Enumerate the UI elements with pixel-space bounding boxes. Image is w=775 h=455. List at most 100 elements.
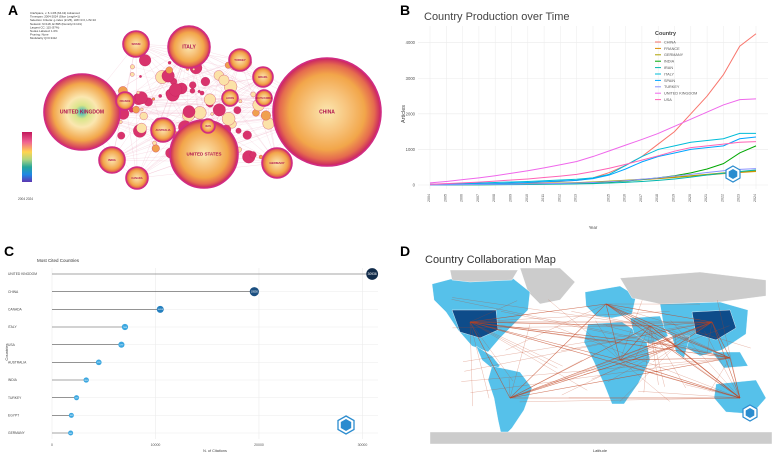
panel-b-legend-label: USA bbox=[664, 98, 672, 102]
panel-b-legend-label: GERMANY bbox=[664, 53, 684, 57]
panel-b-xtick-label: 2015 bbox=[606, 194, 610, 202]
collaboration-link bbox=[603, 321, 713, 325]
network-small-node bbox=[218, 74, 230, 86]
collaboration-link bbox=[638, 390, 741, 399]
panel-c-axes: UNITED KINGDOM CHINA CANADA ITALY USA AUSTRAL… bbox=[8, 272, 367, 447]
map-region-europe bbox=[584, 285, 637, 319]
panel-c-category-label: CHINA bbox=[8, 290, 19, 294]
panel-b-axes: 0 1000 2000 3000 4000 2004 2005 2006 2007 2008 200… bbox=[406, 40, 757, 202]
network-node-label: FRANCE bbox=[120, 99, 131, 103]
panel-b-legend-label: UNITED KINGDOM bbox=[664, 92, 697, 96]
collaboration-link bbox=[706, 321, 713, 353]
network-node-spain bbox=[122, 30, 150, 58]
panel-c-xtick-label: 30000 bbox=[358, 443, 368, 447]
collaboration-link bbox=[509, 303, 607, 399]
panel-b-series-turkey bbox=[429, 168, 757, 186]
collaboration-link bbox=[652, 321, 713, 362]
panel-b-xtick-label: 2004 bbox=[427, 194, 431, 202]
collaboration-link bbox=[509, 324, 531, 399]
collaboration-link bbox=[461, 357, 731, 382]
network-node-united-kingdom bbox=[43, 73, 121, 151]
panel-d-letter: D bbox=[400, 243, 411, 259]
panel-c-point bbox=[73, 395, 80, 401]
network-small-node bbox=[192, 67, 196, 71]
network-header-line: Selection Criteria: g-index (k=25), LRF=… bbox=[30, 18, 96, 22]
collaboration-link bbox=[605, 303, 677, 347]
panel-c-logo-icon bbox=[337, 415, 355, 435]
network-small-node bbox=[117, 131, 126, 140]
network-small-node bbox=[132, 105, 140, 114]
map-region-china bbox=[691, 309, 737, 341]
network-small-node bbox=[249, 151, 257, 159]
panel-b-xtick-label: 2021 bbox=[704, 194, 708, 202]
panel-b-xtick-label: 2023 bbox=[737, 194, 741, 202]
panel-c-category-label: EGYPT bbox=[8, 414, 19, 418]
panel-b-xlabel: Year bbox=[589, 225, 598, 230]
collaboration-link bbox=[654, 326, 677, 347]
time-legend-label: 2004 2024 bbox=[18, 197, 33, 201]
country-network-panel: CiteSpace, v. 6.1.R6 (64-bit) AdvancedTi… bbox=[18, 11, 382, 201]
panel-c-point bbox=[68, 412, 74, 418]
panel-b-xtick-label: 2012 bbox=[557, 194, 561, 202]
panel-c-category-label: GERMANY bbox=[8, 431, 25, 435]
panel-b-ytick-label: 1000 bbox=[406, 147, 416, 152]
panel-b-legend-label: FRANCE bbox=[664, 47, 680, 51]
network-header-line: Pruning: None bbox=[30, 33, 49, 37]
network-node-label: TURKEY bbox=[234, 58, 246, 62]
collaboration-link bbox=[509, 357, 731, 399]
panel-b-xtick-label: 2024 bbox=[753, 194, 757, 202]
network-small-node bbox=[238, 99, 243, 104]
network-small-node bbox=[189, 81, 197, 89]
panel-c-point bbox=[95, 359, 102, 366]
panel-c-title: Most Cited Countries bbox=[37, 258, 80, 263]
collaboration-link bbox=[649, 325, 741, 399]
network-small-node bbox=[167, 61, 172, 65]
panel-b-legend-label: INDIA bbox=[664, 60, 675, 64]
network-small-node bbox=[193, 106, 207, 120]
collaboration-link bbox=[670, 320, 741, 399]
network-node-label: GERMANY bbox=[269, 161, 284, 165]
collaboration-link bbox=[619, 300, 643, 361]
panel-b-title: Country Production over Time bbox=[424, 11, 570, 23]
network-node-label: BRAZIL bbox=[258, 75, 268, 79]
collaboration-link bbox=[469, 303, 607, 323]
collaboration-link bbox=[605, 303, 741, 399]
collaboration-link bbox=[619, 346, 659, 361]
collaboration-links bbox=[451, 297, 751, 407]
collaboration-link bbox=[469, 321, 511, 399]
collaboration-link bbox=[606, 325, 731, 359]
network-header-line: Modularity Q=0.3412 bbox=[30, 36, 57, 40]
panel-b-xtick-label: 2011 bbox=[541, 194, 545, 202]
panel-b-xtick-label: 2006 bbox=[460, 194, 464, 202]
panel-b-xtick-label: 2013 bbox=[574, 194, 578, 202]
network-small-node bbox=[235, 127, 242, 134]
network-nodes: UNITED KINGDOM CHINA ITALY UNITED STATES SPA… bbox=[43, 25, 382, 190]
collaboration-link bbox=[509, 325, 651, 399]
panel-c-value-label: 4519 bbox=[97, 362, 101, 364]
panel-b-ytick-label: 0 bbox=[413, 183, 416, 188]
collaboration-link bbox=[469, 321, 651, 327]
collaboration-link bbox=[519, 397, 741, 403]
panel-d-logo-icon bbox=[742, 404, 758, 422]
network-node-label: INDIA bbox=[108, 158, 116, 162]
network-small-node bbox=[136, 122, 147, 134]
collaboration-link bbox=[619, 357, 731, 361]
collaboration-link bbox=[647, 330, 741, 399]
panel-c-value-label: 19550 bbox=[251, 291, 259, 294]
network-small-node bbox=[200, 76, 210, 87]
collaboration-link bbox=[452, 297, 651, 327]
collaboration-link bbox=[605, 303, 651, 327]
collaboration-link bbox=[509, 321, 713, 399]
collaboration-link bbox=[452, 325, 651, 329]
panel-c-value-label: 10458 bbox=[158, 309, 163, 311]
network-small-node bbox=[212, 103, 226, 117]
panel-c-lollipops: 30936 19550 10458 7048 6707 4519 3305 2370 1870 1… bbox=[52, 268, 379, 436]
collaboration-link bbox=[469, 321, 621, 361]
panel-c-category-label: INDIA bbox=[8, 378, 18, 382]
network-header-text: CiteSpace, v. 6.1.R6 (64-bit) AdvancedTi… bbox=[30, 11, 96, 40]
panel-c-category-label: USA bbox=[8, 343, 16, 347]
network-small-node bbox=[250, 91, 256, 98]
panel-b-xtick-label: 2019 bbox=[672, 194, 676, 202]
map-region-usa bbox=[451, 309, 499, 339]
network-small-node bbox=[158, 94, 162, 98]
